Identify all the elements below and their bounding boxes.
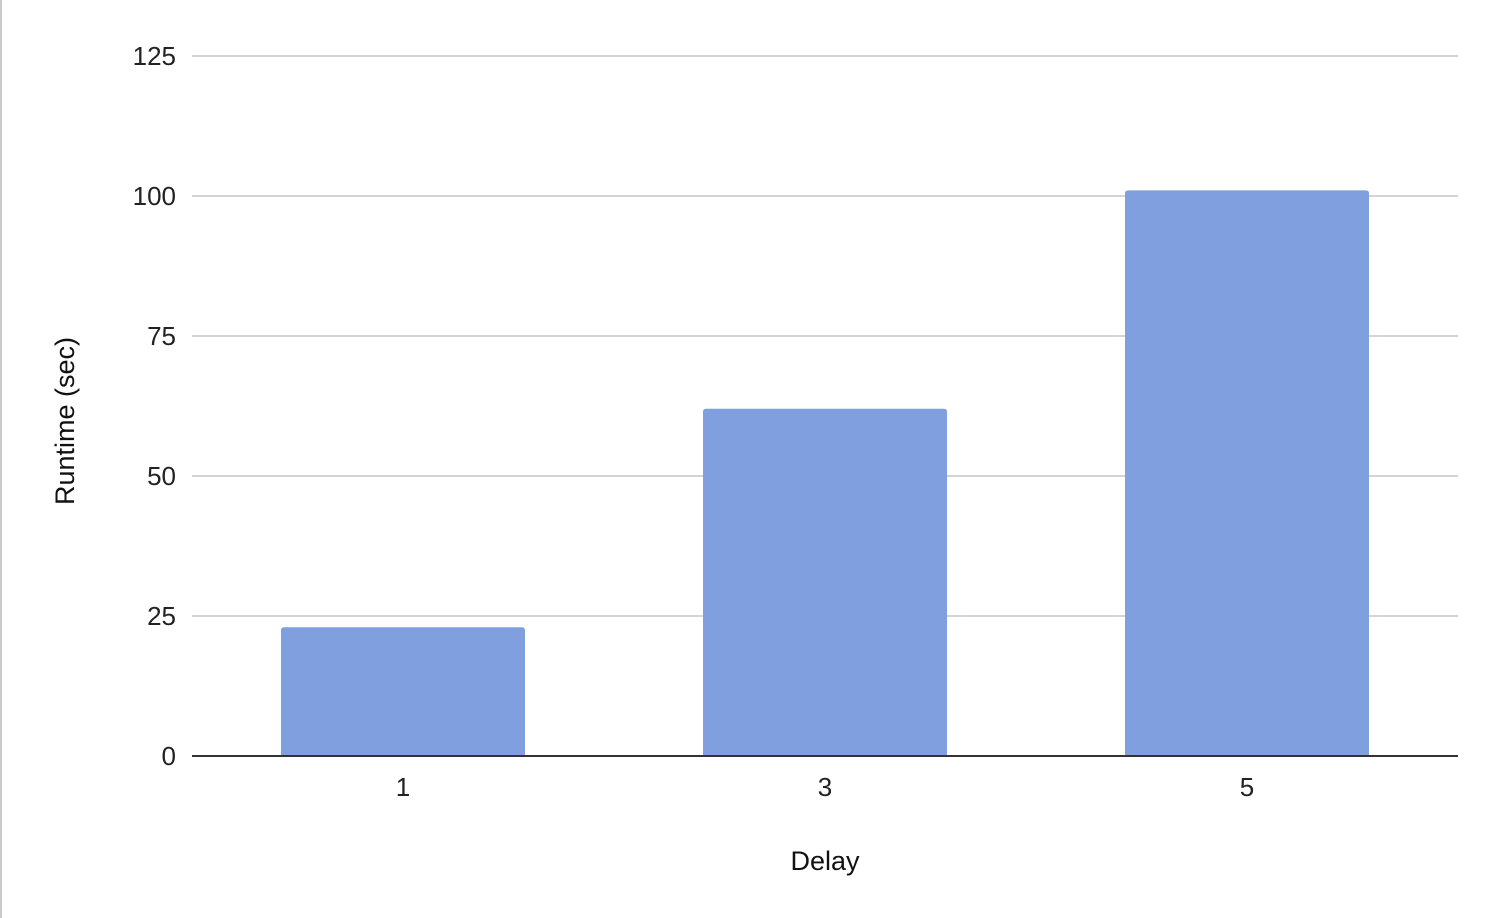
x-tick-label: 5 [1240,772,1254,802]
bar [703,408,947,756]
x-axis-title: Delay [790,846,860,876]
x-tick-labels: 1 3 5 [396,772,1254,802]
x-tick-label: 1 [396,772,410,802]
y-tick-label: 50 [147,461,176,491]
y-tick-labels: 0 25 50 75 100 125 [133,41,176,771]
y-tick-label: 0 [162,741,176,771]
bar [1125,190,1369,756]
y-tick-label: 125 [133,41,176,71]
bars [281,190,1369,756]
y-tick-label: 100 [133,181,176,211]
bar [281,627,525,756]
x-tick-label: 3 [818,772,832,802]
y-tick-label: 75 [147,321,176,351]
y-tick-label: 25 [147,601,176,631]
y-axis-title: Runtime (sec) [50,337,80,505]
